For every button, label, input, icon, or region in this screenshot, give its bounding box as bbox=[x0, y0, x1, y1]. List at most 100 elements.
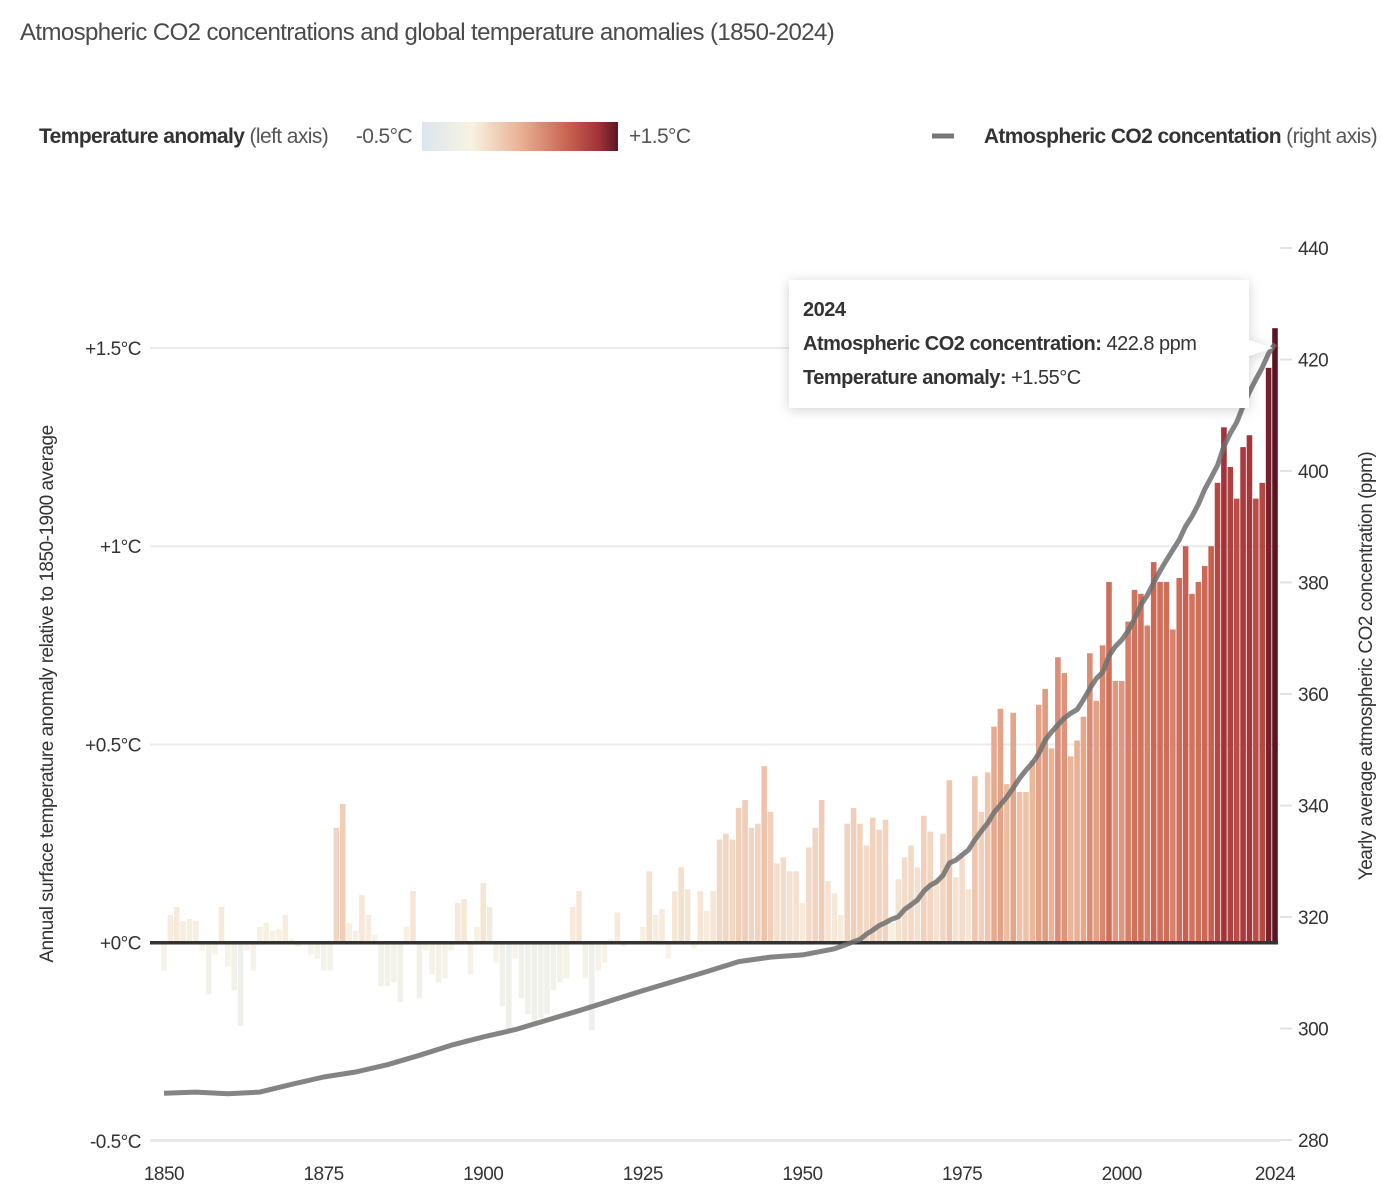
temperature-bar-1894 bbox=[442, 942, 448, 979]
temperature-bar-1864 bbox=[250, 942, 257, 971]
temperature-bar-1948 bbox=[786, 871, 793, 943]
temperature-bar-1912 bbox=[557, 942, 563, 983]
temperature-bar-1932 bbox=[684, 889, 691, 943]
temperature-bar-2011 bbox=[1189, 593, 1195, 943]
temperature-bar-1995 bbox=[1087, 653, 1093, 943]
temperature-bar-1856 bbox=[199, 942, 206, 951]
temperature-bar-1887 bbox=[397, 942, 404, 1003]
temperature-bar-1963 bbox=[882, 819, 889, 943]
temperature-bar-1941 bbox=[742, 799, 748, 943]
x-tick-label: 1900 bbox=[463, 1164, 503, 1185]
left-tick-label: +0.5°C bbox=[85, 735, 141, 756]
legend-color-scale bbox=[422, 122, 618, 151]
temperature-bar-1908 bbox=[531, 942, 538, 1022]
temperature-bar-1984 bbox=[1016, 792, 1023, 943]
temperature-bar-1886 bbox=[391, 942, 397, 983]
temperature-bar-1917 bbox=[589, 942, 595, 1030]
temperature-bar-1989 bbox=[1048, 748, 1055, 943]
temperature-bar-1862 bbox=[237, 942, 244, 1026]
temperature-bar-2022 bbox=[1259, 482, 1266, 943]
temperature-bar-1985 bbox=[1023, 792, 1029, 943]
temperature-bar-1893 bbox=[435, 942, 442, 983]
temperature-bar-2012 bbox=[1195, 581, 1202, 943]
right-axis-ticks: 280 300 320 340 360 380 400 420 440 bbox=[1280, 239, 1329, 1152]
temperature-bar-1911 bbox=[550, 942, 557, 991]
right-tick-label: 280 bbox=[1298, 1131, 1328, 1152]
temperature-bar-1918 bbox=[595, 942, 601, 971]
temperature-bar-1971 bbox=[933, 879, 940, 943]
temperature-bar-1885 bbox=[384, 942, 391, 987]
co2-line bbox=[163, 342, 1278, 1097]
temperature-bar-1882 bbox=[365, 914, 372, 943]
temperature-bar-1967 bbox=[908, 845, 914, 943]
temperature-bar-1857 bbox=[205, 942, 212, 995]
temperature-bar-1997 bbox=[1099, 645, 1106, 943]
x-tick-label: 1850 bbox=[144, 1164, 184, 1185]
temperature-bar-1947 bbox=[780, 857, 787, 943]
temperature-bar-1961 bbox=[869, 817, 876, 943]
temperature-bar-1902 bbox=[493, 942, 499, 963]
temperature-bar-1922 bbox=[620, 942, 627, 947]
temperature-bar-1944 bbox=[761, 766, 767, 943]
right-tick-label: 360 bbox=[1298, 685, 1328, 706]
temperature-bar-2018 bbox=[1233, 498, 1240, 943]
right-tick-label: 320 bbox=[1298, 908, 1328, 929]
tooltip: 2024 Atmospheric CO2 concentration: 422.… bbox=[789, 280, 1273, 408]
temperature-bar-2009 bbox=[1176, 577, 1183, 943]
right-tick-label: 420 bbox=[1298, 351, 1328, 372]
temperature-bar-1959 bbox=[857, 823, 863, 943]
temperature-bar-1965 bbox=[895, 879, 902, 943]
temperature-bar-1880 bbox=[352, 930, 359, 943]
temperature-bar-1938 bbox=[723, 833, 729, 943]
temperature-bar-2002 bbox=[1131, 589, 1138, 943]
chart-title: Atmospheric CO2 concentrations and globa… bbox=[20, 19, 834, 46]
temperature-bar-1928 bbox=[659, 909, 665, 943]
right-tick-label: 440 bbox=[1298, 239, 1328, 260]
temperature-bar-2001 bbox=[1125, 621, 1131, 943]
temperature-bar-2020 bbox=[1246, 435, 1253, 943]
temperature-bar-1876 bbox=[327, 942, 333, 971]
temperature-bar-1901 bbox=[486, 907, 493, 943]
temperature-bar-1987 bbox=[1035, 704, 1042, 943]
temperature-bar-1858 bbox=[212, 942, 218, 955]
legend: Temperature anomaly (left axis) -0.5°C +… bbox=[39, 122, 1378, 151]
temperature-bar-1873 bbox=[308, 942, 314, 955]
temperature-bar-1976 bbox=[965, 889, 972, 943]
left-tick-label: -0.5°C bbox=[90, 1132, 141, 1153]
temperature-bar-1998 bbox=[1106, 581, 1112, 943]
legend-scale-min: -0.5°C bbox=[356, 125, 413, 148]
temperature-bar-1863 bbox=[244, 942, 250, 951]
temperature-bar-1946 bbox=[774, 863, 780, 943]
left-axis-title: Annual surface temperature anomaly relat… bbox=[37, 425, 58, 962]
temperature-bar-1935 bbox=[703, 910, 710, 943]
temperature-bar-2019 bbox=[1240, 447, 1246, 943]
temperature-bar-1913 bbox=[563, 942, 570, 979]
temperature-bar-1867 bbox=[269, 930, 276, 943]
temperature-bar-2004 bbox=[1144, 625, 1151, 943]
right-tick-label: 400 bbox=[1298, 462, 1328, 483]
temperature-bar-1936 bbox=[710, 891, 716, 943]
x-tick-label: 1950 bbox=[782, 1164, 822, 1185]
temperature-bar-1968 bbox=[914, 867, 921, 943]
temperature-bar-1992 bbox=[1067, 756, 1074, 943]
temperature-bar-2006 bbox=[1157, 581, 1163, 943]
temperature-bar-1991 bbox=[1061, 673, 1068, 943]
temperature-bar-2008 bbox=[1170, 629, 1176, 943]
temperature-bar-1890 bbox=[416, 942, 423, 999]
tooltip-temperature: Temperature anomaly: +1.55°C bbox=[803, 367, 1081, 389]
temperature-bar-1861 bbox=[231, 942, 238, 991]
temperature-bar-1884 bbox=[378, 942, 384, 987]
temperature-bar-1881 bbox=[359, 895, 365, 943]
temperature-bar-2000 bbox=[1118, 681, 1125, 943]
temperature-bar-1879 bbox=[346, 922, 352, 943]
temperature-bar-2016 bbox=[1221, 427, 1227, 943]
x-axis-ticks: 1850 1875 1900 1925 1950 1975 2000 2024 bbox=[144, 1164, 1297, 1185]
tooltip-year: 2024 bbox=[803, 299, 847, 321]
temperature-bar-1905 bbox=[512, 942, 518, 959]
temperature-bar-1865 bbox=[256, 926, 263, 943]
left-tick-label: +1°C bbox=[100, 537, 141, 558]
temperature-bar-1853 bbox=[180, 920, 186, 943]
temperature-bar-1899 bbox=[474, 926, 480, 943]
temperature-bar-1972 bbox=[940, 833, 946, 943]
